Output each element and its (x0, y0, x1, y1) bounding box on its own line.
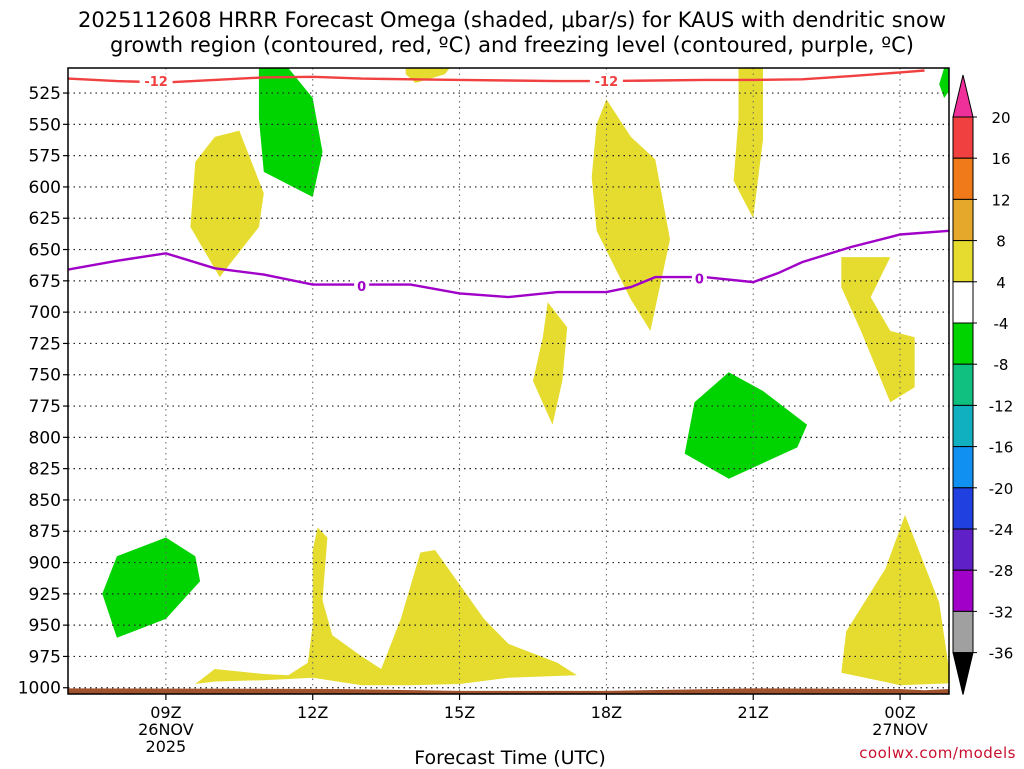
contour-line-0 (68, 69, 925, 84)
colorbar-box-11 (952, 528, 974, 571)
y-tick-label: 900 (29, 554, 61, 574)
contour-label-1-1: 0 (695, 272, 704, 287)
colorbar-label: 8 (996, 233, 1006, 251)
colorbar-box-10 (952, 487, 974, 530)
x-axis-label: Forecast Time (UTC) (0, 747, 1024, 769)
y-tick-label: 575 (29, 147, 61, 167)
colorbar-label: -36 (989, 645, 1014, 663)
omega-region-pos-9 (841, 257, 915, 403)
x-tick-sublabel: 2025 (146, 737, 187, 756)
y-tick-label: 675 (29, 272, 61, 292)
omega-region-pos-8 (533, 302, 568, 425)
contour-label-bg (354, 278, 370, 293)
omega-region-neg-2 (102, 537, 201, 638)
colorbar-box-5 (952, 281, 974, 324)
contour-label-0-1: -12 (595, 75, 619, 90)
contour-label-bg (691, 271, 707, 286)
y-tick-label: 600 (29, 178, 61, 198)
omega-region-pos-7 (591, 99, 670, 331)
y-tick-label: 875 (29, 522, 61, 542)
colorbar-box-1 (952, 116, 974, 159)
y-tick-label: 725 (29, 334, 61, 354)
colorbar-box-8 (952, 404, 974, 448)
contour-label-0-0: -12 (144, 75, 168, 90)
y-tick-label: 850 (29, 491, 61, 511)
ground-terrain (68, 688, 949, 694)
y-tick-label: 750 (29, 366, 61, 386)
y-tick-label: 800 (29, 428, 61, 448)
colorbar-box-6 (952, 322, 974, 365)
colorbar-label: -32 (989, 603, 1014, 621)
contour-label-bg (589, 74, 623, 89)
x-tick-label: 21Z (738, 703, 769, 722)
colorbar-box-7 (952, 363, 974, 406)
x-tick-label: 09Z (150, 703, 181, 722)
y-tick-label: 1000 (18, 679, 61, 699)
omega-region-pos-10 (195, 527, 578, 686)
omega-region-neg-0 (258, 68, 323, 197)
contour-line-1 (68, 229, 949, 299)
colorbar-label: -8 (994, 356, 1009, 374)
y-tick-label: 825 (29, 460, 61, 480)
y-tick-label: 925 (29, 585, 61, 605)
colorbar-box-9 (952, 446, 974, 489)
x-tick-sublabel: 26NOV (138, 720, 194, 739)
colorbar-label: -28 (989, 562, 1014, 580)
colorbar-label: -20 (989, 480, 1014, 498)
x-tick-label: 18Z (591, 703, 622, 722)
y-tick-label: 525 (29, 84, 61, 104)
y-tick-label: 950 (29, 616, 61, 636)
x-tick-label: 15Z (444, 703, 475, 722)
colorbar-box-4 (952, 240, 974, 283)
credit-text[interactable]: coolwx.com/models (859, 744, 1016, 762)
plot-frame (67, 67, 950, 695)
colorbar-box-13 (952, 610, 974, 654)
omega-region-pos-11 (841, 515, 949, 686)
colorbar-label: -4 (994, 315, 1009, 333)
x-tick-label: 00Z (884, 703, 915, 722)
plot-area: -12 -12 0 0 (68, 68, 949, 694)
colorbar-label: 12 (991, 191, 1010, 209)
colorbar-box-12 (952, 569, 974, 612)
omega-region-pos-6 (190, 130, 264, 278)
x-axis-label-text: Forecast Time (UTC) (414, 747, 606, 769)
y-tick-label: 975 (29, 647, 61, 667)
colorbar-box-2 (952, 157, 974, 200)
chart-title-line2: growth region (contoured, red, ºC) and f… (110, 33, 914, 57)
y-tick-label: 700 (29, 303, 61, 323)
contour-label-1-0: 0 (357, 280, 366, 295)
omega-region-neg-3 (684, 372, 808, 479)
colorbar-top-arrow (952, 74, 974, 118)
colorbar-label: 4 (996, 274, 1006, 292)
colorbar-label: -24 (989, 521, 1014, 539)
omega-region-pos-5 (733, 68, 763, 219)
y-tick-label: 775 (29, 397, 61, 417)
omega-region-neg-1 (939, 68, 949, 98)
y-tick-label: 625 (29, 209, 61, 229)
colorbar-label: 16 (991, 150, 1010, 168)
y-tick-label: 650 (29, 241, 61, 261)
colorbar-label: 20 (991, 109, 1010, 127)
x-tick-sublabel: 27NOV (872, 720, 928, 739)
contour-label-bg (139, 74, 173, 89)
colorbar-label: -16 (989, 439, 1014, 457)
y-tick-label: 550 (29, 115, 61, 135)
colorbar-bottom-arrow (952, 652, 974, 695)
chart-title-line1: 2025112608 HRRR Forecast Omega (shaded, … (77, 8, 946, 32)
colorbar-label: -12 (989, 397, 1014, 415)
colorbar-box-3 (952, 198, 974, 242)
x-tick-label: 12Z (297, 703, 328, 722)
